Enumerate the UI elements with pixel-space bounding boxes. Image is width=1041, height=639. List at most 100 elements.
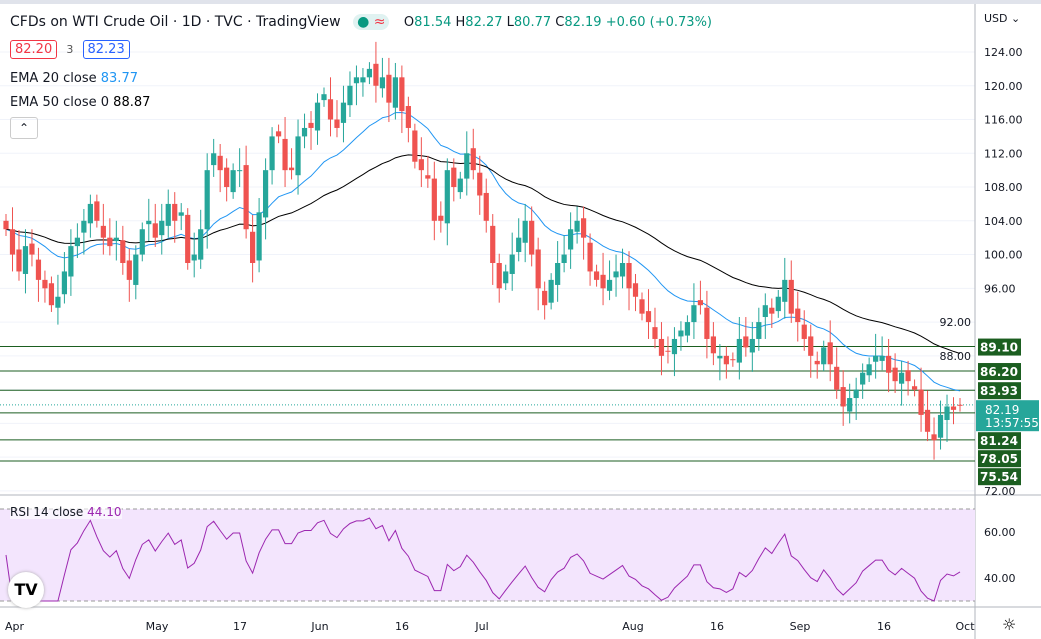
candle-down <box>801 324 807 339</box>
candle-up <box>178 212 184 216</box>
sell-price-button[interactable]: 82.20 <box>10 40 58 59</box>
candle-down <box>224 167 230 188</box>
candle-down <box>275 131 282 137</box>
price-tick-label: 100.00 <box>984 249 1023 262</box>
candle-up <box>360 77 366 83</box>
time-tick-label: 17 <box>233 620 247 633</box>
candle-down <box>626 263 632 289</box>
candle-up <box>113 237 119 242</box>
candle-up <box>379 77 386 89</box>
candle-up <box>717 355 723 359</box>
candle-up <box>204 170 210 230</box>
tradingview-logo[interactable]: TV <box>8 572 44 608</box>
candle-down <box>490 225 496 263</box>
candle-up <box>68 246 74 277</box>
candle-down <box>743 336 749 348</box>
level-price-tag <box>978 468 1021 486</box>
candle-up <box>237 170 243 172</box>
buy-price-button[interactable]: 82.23 <box>82 40 130 59</box>
candle-down <box>185 214 191 263</box>
candle-down <box>120 240 126 263</box>
collapse-legend-button[interactable]: ⌃ <box>10 117 38 139</box>
ema50-legend[interactable]: EMA 50 close 0 88.87 <box>10 95 150 110</box>
candle-down <box>327 99 334 120</box>
candle-up <box>937 414 944 438</box>
candle-up <box>555 263 561 285</box>
candle-down <box>451 167 457 188</box>
candle-down <box>217 155 223 171</box>
candle-up <box>678 330 684 337</box>
countdown-label: 13:57:55 <box>985 416 1039 430</box>
candle-up <box>548 279 554 303</box>
candle-up <box>853 389 859 399</box>
candle-down <box>496 263 502 289</box>
settings-sun-icon[interactable]: ☼ <box>1002 615 1017 634</box>
candle-down <box>152 223 158 238</box>
candle-up <box>879 355 885 361</box>
market-status-icon: ● ≈ <box>353 14 390 30</box>
price-tick-label: 112.00 <box>984 147 1023 160</box>
candle-up <box>873 355 879 362</box>
candle-up <box>87 203 93 224</box>
candle-up <box>574 220 580 232</box>
candle-down <box>665 350 671 352</box>
candle-down <box>911 386 918 390</box>
ema20-legend[interactable]: EMA 20 close 83.77 <box>10 71 138 86</box>
price-tick-label: 104.00 <box>984 215 1023 228</box>
time-tick-label: May <box>146 620 169 633</box>
candle-down <box>580 218 587 238</box>
candle-down <box>126 260 132 280</box>
candle-down <box>425 175 431 179</box>
candle-up <box>684 322 691 336</box>
candle-down <box>48 283 55 306</box>
candle-down <box>827 342 833 365</box>
time-tick-label: Jun <box>310 620 328 633</box>
candle-down <box>593 271 600 280</box>
currency-selector[interactable]: USD ⌄ <box>984 12 1021 25</box>
candle-up <box>509 254 515 274</box>
candle-down <box>243 165 249 230</box>
candle-down <box>697 300 704 306</box>
candle-up <box>898 372 905 384</box>
time-tick-label: Oct <box>955 620 975 633</box>
candle-up <box>321 94 327 101</box>
price-tick-label: 92.00 <box>940 316 972 329</box>
rsi-band <box>0 509 975 601</box>
candle-down <box>477 172 483 196</box>
candle-down <box>905 370 911 382</box>
candle-up <box>516 237 522 253</box>
candle-down <box>730 359 736 361</box>
candle-down <box>814 360 820 365</box>
candle-up <box>749 338 755 353</box>
candle-down <box>931 434 937 441</box>
candle-up <box>146 220 152 225</box>
candle-down <box>808 336 814 356</box>
candle-down <box>412 130 418 162</box>
candle-up <box>366 68 373 78</box>
candle-down <box>892 367 898 382</box>
candle-down <box>710 336 716 354</box>
symbol-title[interactable]: CFDs on WTI Crude Oil · 1D · TVC · Tradi… <box>10 14 341 30</box>
ema50-value: 88.87 <box>113 95 151 110</box>
last-price-tag <box>976 400 1039 432</box>
high-value: 82.27 <box>465 15 503 30</box>
candle-up <box>295 136 301 176</box>
candle-up <box>671 338 678 355</box>
candle-down <box>957 404 963 406</box>
candle-down <box>9 229 16 255</box>
candle-down <box>529 220 535 255</box>
time-tick-label: Aug <box>622 620 643 633</box>
candle-down <box>35 259 42 280</box>
candle-up <box>22 246 29 274</box>
candle-down <box>950 406 957 410</box>
candle-up <box>81 220 87 233</box>
candle-down <box>834 366 840 390</box>
rsi-legend[interactable]: RSI 14 close 44.10 <box>10 505 122 519</box>
candle-down <box>282 138 288 171</box>
candle-up <box>775 296 781 312</box>
price-tick-label: 108.00 <box>984 181 1023 194</box>
candle-down <box>535 249 541 289</box>
candle-down <box>658 338 665 356</box>
candle-down <box>94 201 100 221</box>
